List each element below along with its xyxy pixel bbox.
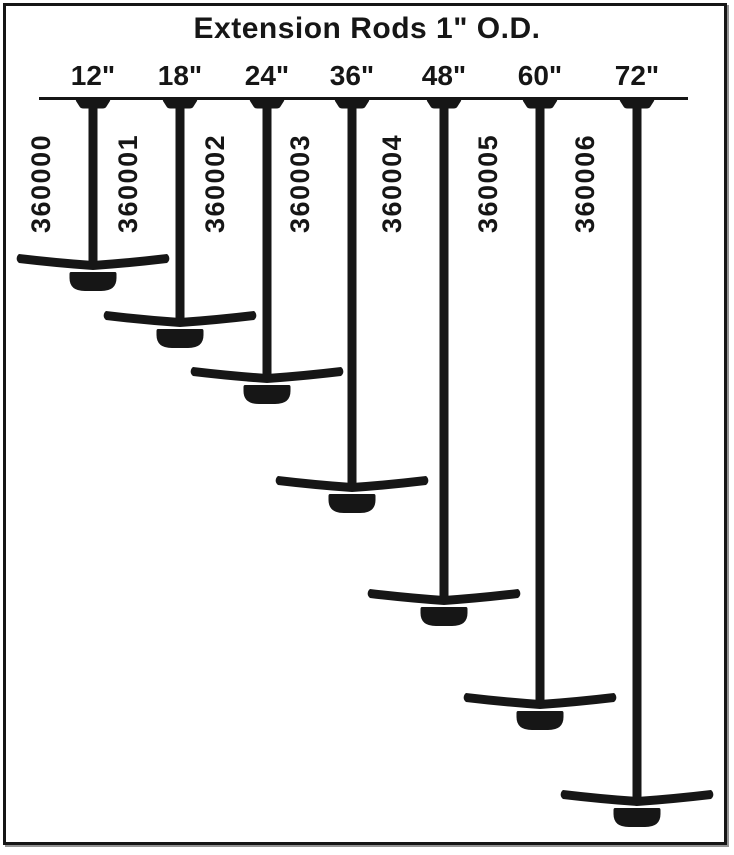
fan-blades <box>275 476 429 492</box>
fan-blades <box>103 311 257 327</box>
mounting-bracket <box>249 98 285 109</box>
rod-shaft <box>347 104 357 483</box>
fan-motor-housing <box>516 711 564 730</box>
mounting-bracket <box>619 98 655 109</box>
rod-shaft <box>632 104 642 797</box>
mounting-bracket <box>426 98 462 109</box>
fan-motor-housing <box>328 494 376 513</box>
rod-fan-drawing <box>16 98 170 291</box>
diagram-title: Extension Rods 1" O.D. <box>193 12 541 45</box>
rod-length-label: 24" <box>244 60 290 91</box>
rod-length-label: 12" <box>70 60 116 91</box>
rod-shaft <box>439 104 449 596</box>
rod-fan-drawing <box>190 98 344 404</box>
fan-motor-housing <box>420 607 468 626</box>
rod-shaft <box>88 104 98 261</box>
fan-motor-housing <box>613 808 661 827</box>
rod-length-label: 36" <box>329 60 375 91</box>
rod-fan-drawing <box>103 98 257 348</box>
rod-fan-drawing <box>560 98 714 827</box>
fan-blades <box>463 693 617 709</box>
fan-motor-housing <box>156 329 204 348</box>
rod-fan-drawing <box>275 98 429 513</box>
mounting-bracket <box>522 98 558 109</box>
rod-shaft <box>535 104 545 700</box>
rod-fan-drawing <box>463 98 617 730</box>
rod-length-label: 48" <box>421 60 467 91</box>
mounting-bracket <box>75 98 111 109</box>
fan-motor-housing <box>69 272 117 291</box>
fan-blades <box>190 367 344 383</box>
rod-length-label: 72" <box>614 60 660 91</box>
rod-shaft <box>175 104 185 318</box>
mounting-bracket <box>334 98 370 109</box>
fan-motor-housing <box>243 385 291 404</box>
rod-length-label: 18" <box>157 60 203 91</box>
rod-fan-drawing <box>367 98 521 626</box>
mounting-bracket <box>162 98 198 109</box>
rod-length-label: 60" <box>517 60 563 91</box>
diagram-border-frame <box>3 3 727 845</box>
rod-shaft <box>262 104 272 374</box>
fan-blades <box>16 254 170 270</box>
fan-blades <box>560 790 714 806</box>
fan-blades <box>367 589 521 605</box>
